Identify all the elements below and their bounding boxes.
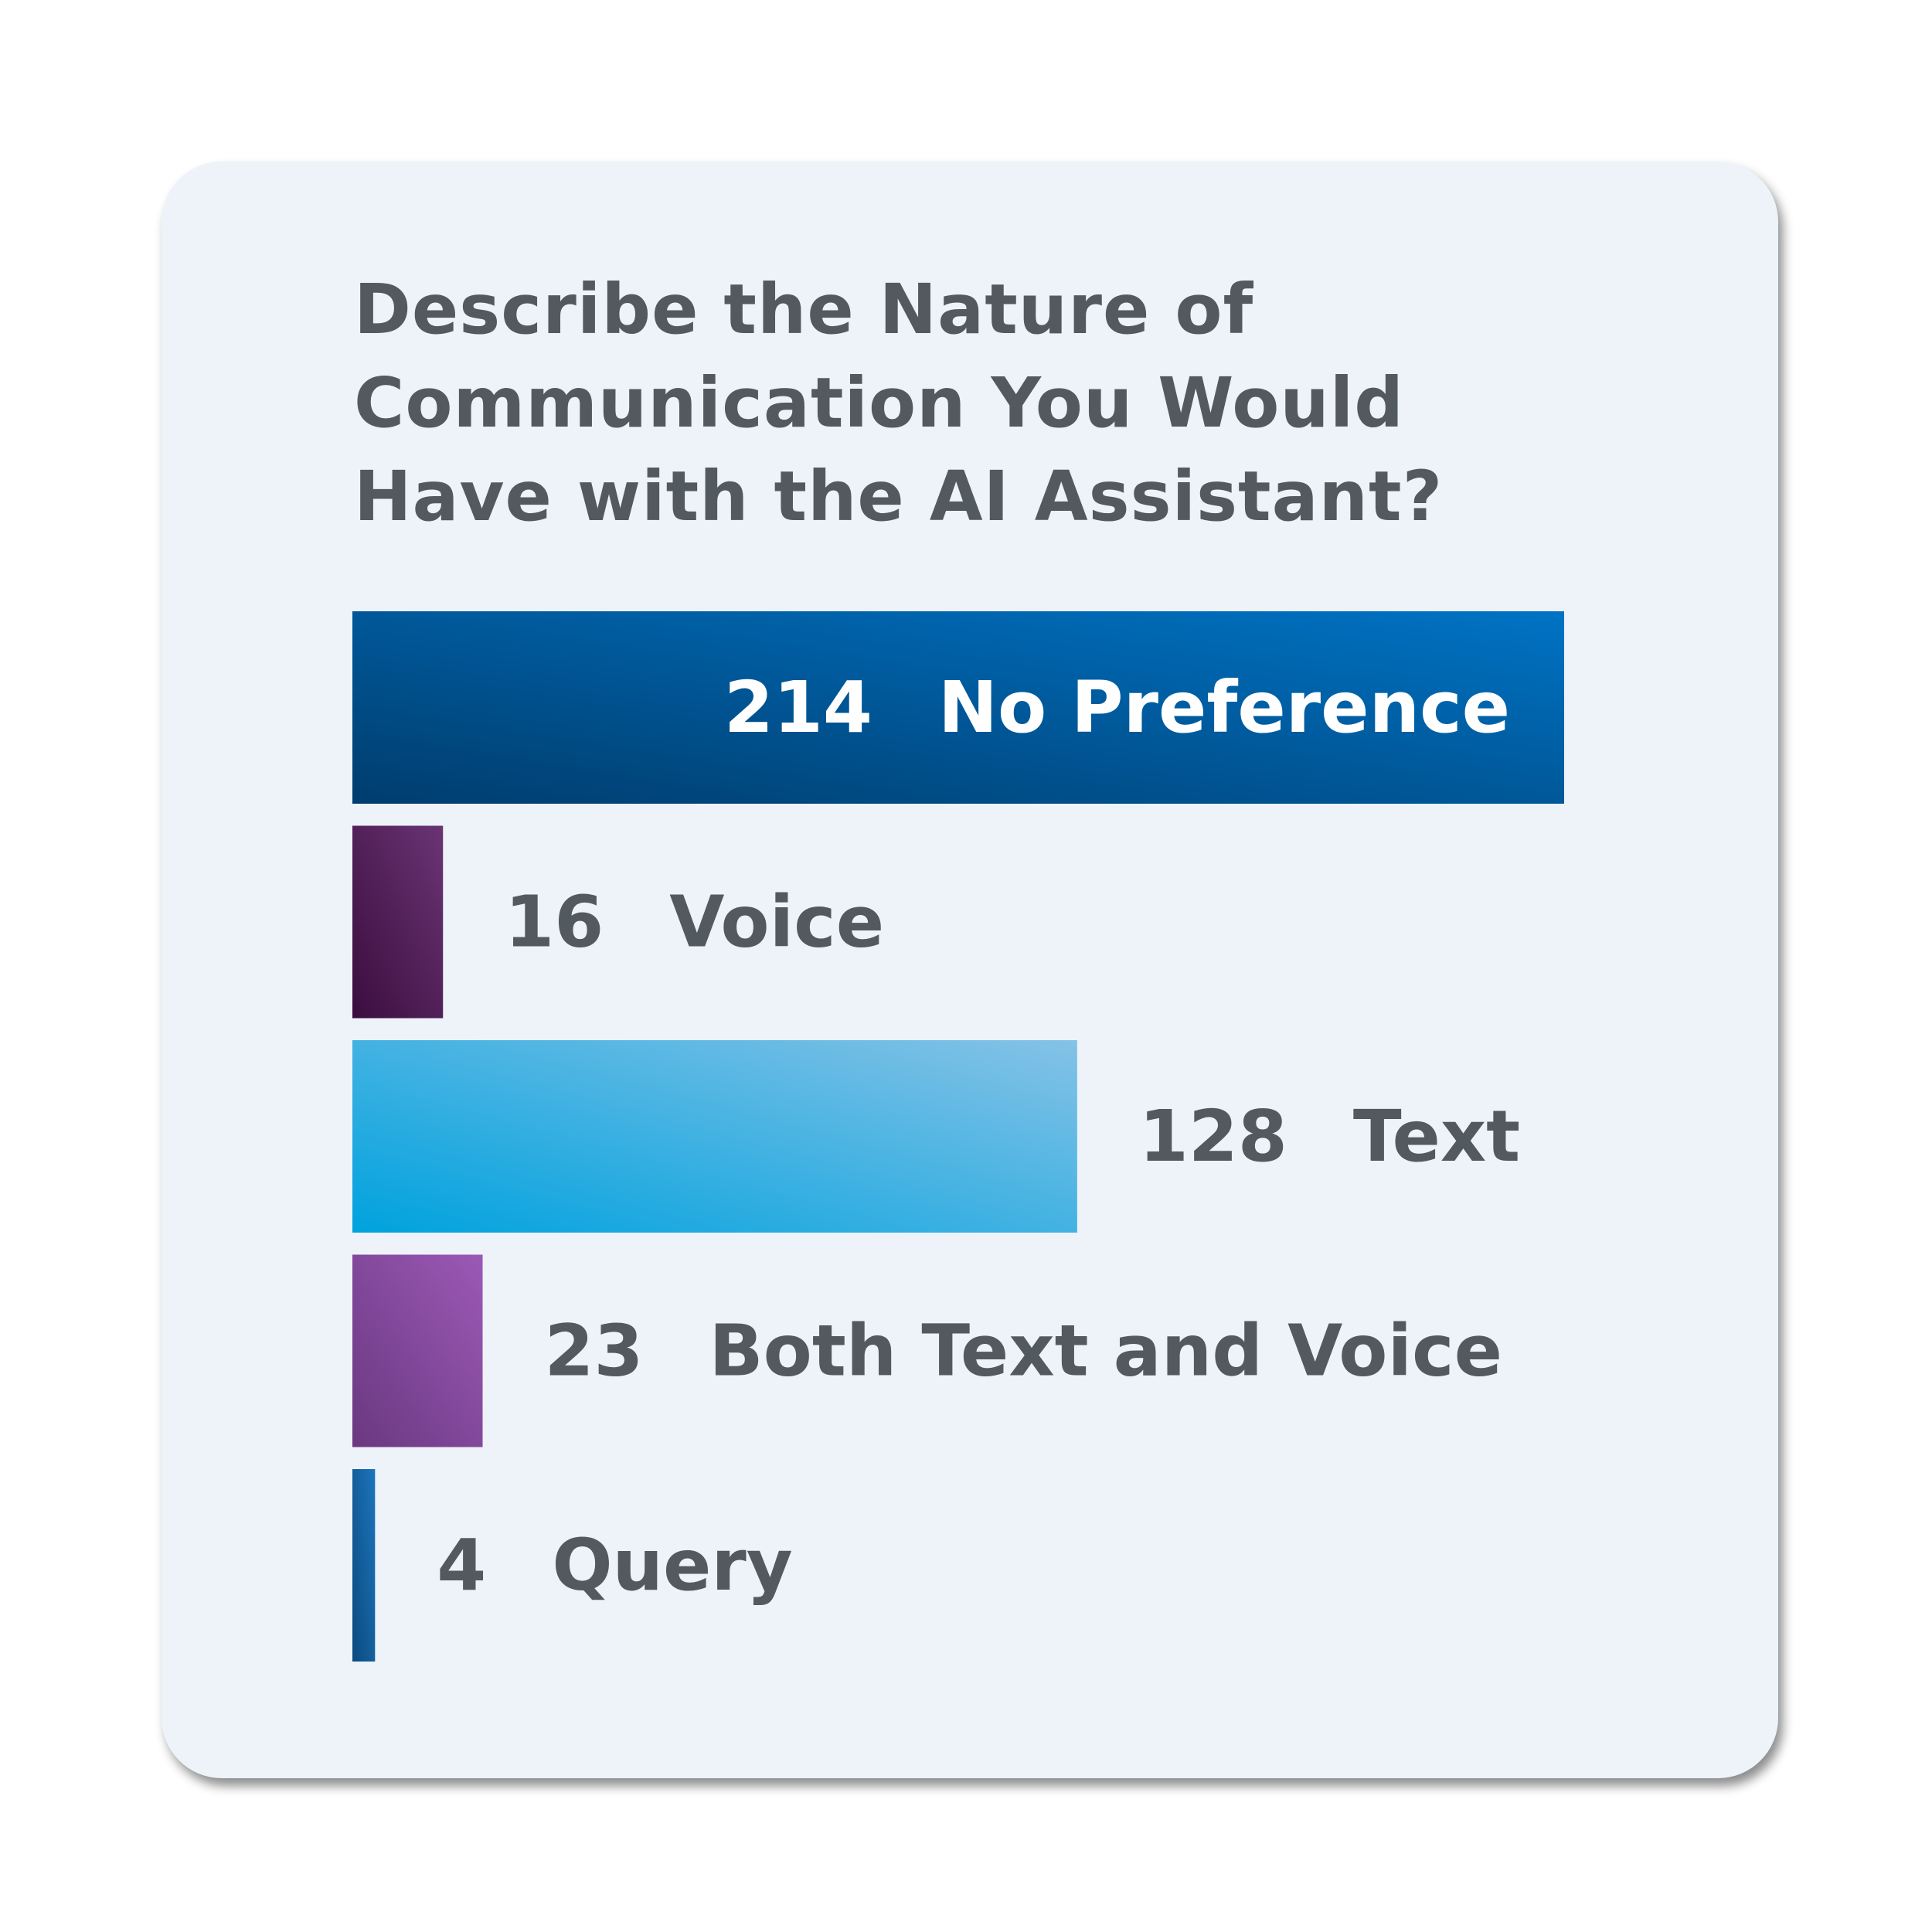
bar-value-label: 214 (724, 666, 872, 749)
bar-labels: 214 No Preference 16 Voice 128 Text 23 Both Tex… (437, 666, 1520, 1607)
bar-category-label: No Preference (938, 666, 1510, 749)
bar-value-label: 23 (545, 1310, 644, 1393)
bar-query (352, 1469, 376, 1662)
chart-title: Describe the Nature of Communication You… (354, 269, 1444, 536)
bar-value-label: 16 (505, 881, 604, 964)
bar-category-label: Voice (669, 881, 884, 964)
bar-value-label: 4 (437, 1524, 486, 1607)
bar-both-text-and-voice (352, 1254, 483, 1447)
bar-no-preference (352, 611, 1564, 804)
bar-category-label: Both Text and Voice (709, 1310, 1502, 1393)
bar-voice (352, 825, 444, 1019)
bars (352, 611, 1564, 1662)
bar-category-label: Text (1353, 1095, 1520, 1178)
bar-category-label: Query (552, 1524, 792, 1607)
bar-text (352, 1040, 1077, 1233)
bar-value-label: 128 (1139, 1095, 1287, 1178)
